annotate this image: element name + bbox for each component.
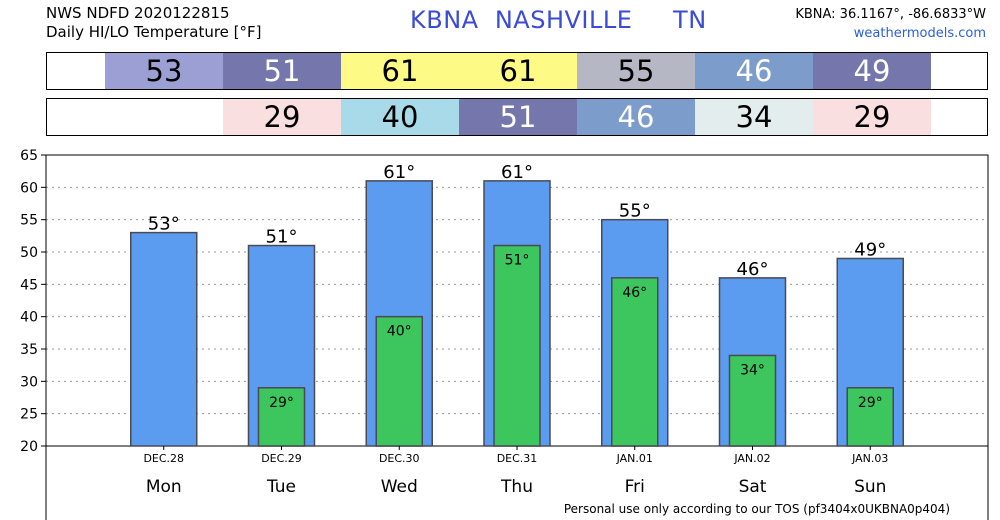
lo-cell: 46 (577, 99, 695, 135)
header-left: NWS NDFD 2020122815 Daily HI/LO Temperat… (46, 4, 262, 42)
hi-cell: 61 (459, 53, 577, 89)
lo-bar (728, 354, 777, 447)
y-tick-label: 65 (20, 148, 38, 164)
hi-cell: 55 (577, 53, 695, 89)
y-tick-label: 50 (20, 245, 38, 261)
lo-bar-label: 34° (740, 362, 765, 378)
x-day-label: Sun (854, 477, 886, 497)
hi-bar-label: 49° (854, 239, 886, 260)
y-tick-label: 55 (20, 213, 38, 229)
x-date-label: JAN.01 (616, 452, 653, 465)
hi-bar-label: 53° (148, 214, 180, 235)
lo-cell: 29 (223, 99, 341, 135)
hi-cell: 49 (813, 53, 931, 89)
hi-bar-label: 61° (501, 162, 533, 183)
x-day-label: Wed (381, 477, 418, 497)
x-date-label: DEC.31 (497, 452, 538, 465)
hi-cell: 53 (105, 53, 223, 89)
y-tick-label: 60 (20, 180, 38, 196)
lo-bar (611, 277, 659, 447)
hi-bar (130, 231, 198, 447)
footer-note: Personal use only according to our TOS (… (563, 502, 950, 516)
x-date-label: JAN.02 (733, 452, 770, 465)
lo-bar (493, 244, 541, 447)
lo-temperature-strip: 29 40 51 46 34 29 (46, 98, 988, 136)
lo-cell: 29 (813, 99, 931, 135)
lo-bar-label: 51° (505, 253, 530, 269)
lo-cell: 34 (695, 99, 813, 135)
y-tick-label: 40 (20, 310, 38, 326)
hi-cell: 51 (223, 53, 341, 89)
lo-bar-label: 29° (858, 395, 883, 411)
x-date-label: DEC.28 (143, 452, 184, 465)
lo-bar-label: 40° (387, 324, 412, 340)
y-tick-label: 20 (20, 439, 38, 455)
x-date-label: DEC.30 (379, 452, 420, 465)
hi-bar-label: 61° (383, 162, 415, 183)
hi-bar-label: 51° (266, 227, 298, 248)
x-day-label: Mon (146, 477, 182, 497)
lo-bar (375, 315, 423, 447)
x-day-label: Fri (625, 477, 645, 497)
hi-temperature-strip: 53 51 61 61 55 46 49 (46, 52, 988, 90)
product-title: NWS NDFD 2020122815 (46, 4, 230, 22)
y-tick-label: 25 (20, 407, 38, 423)
header-right: KBNA: 36.1167°, -86.6833°W weathermodels… (795, 5, 986, 43)
station-coords: KBNA: 36.1167°, -86.6833°W (795, 7, 986, 22)
x-day-label: Tue (266, 477, 296, 497)
lo-bar (257, 387, 306, 447)
lo-bar-label: 29° (269, 395, 294, 411)
hi-cell: 46 (695, 53, 813, 89)
x-date-label: DEC.29 (261, 452, 302, 465)
product-subtitle: Daily HI/LO Temperature [°F] (46, 23, 262, 41)
y-tick-label: 45 (20, 277, 38, 293)
site-link[interactable]: weathermodels.com (853, 26, 986, 41)
y-tick-label: 30 (20, 374, 38, 390)
station-title: KBNA NASHVILLE TN (410, 6, 707, 34)
x-day-label: Thu (500, 477, 533, 497)
lo-bar (846, 387, 894, 447)
lo-bar-label: 46° (622, 285, 647, 301)
x-day-label: Sat (739, 477, 767, 497)
hi-bar-label: 55° (619, 201, 651, 222)
hi-cell: 61 (341, 53, 459, 89)
x-date-label: JAN.03 (851, 452, 888, 465)
lo-cell: 51 (459, 99, 577, 135)
y-tick-label: 35 (20, 342, 38, 358)
lo-cell: 40 (341, 99, 459, 135)
hi-bar-label: 46° (737, 259, 769, 280)
